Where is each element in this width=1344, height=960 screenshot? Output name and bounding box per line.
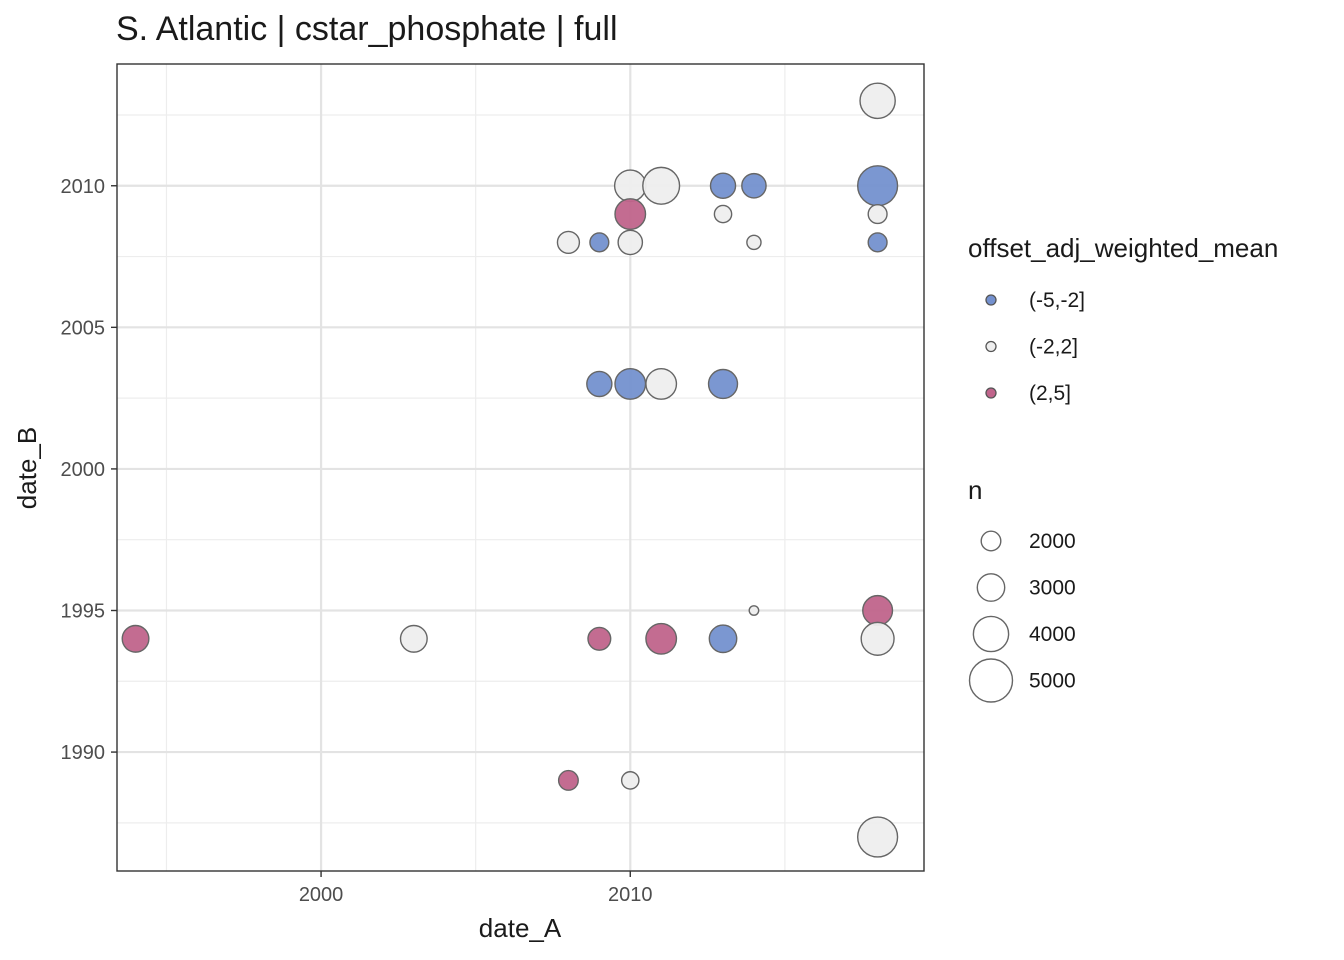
color-legend-key [985, 340, 997, 353]
size-legend-key [980, 530, 1002, 552]
color-legend-title: offset_adj_weighted_mean [968, 233, 1278, 263]
data-point [614, 368, 647, 400]
data-point [557, 769, 579, 791]
size-legend-key [968, 658, 1014, 703]
size-legend: 2000 3000 4000 5000 [968, 530, 1076, 703]
plot-border [116, 63, 925, 872]
plot-background [117, 64, 924, 871]
data-point [741, 172, 767, 199]
color-legend-label: (-5,-2] [1029, 289, 1085, 312]
data-point [860, 621, 895, 656]
data-point [620, 771, 640, 790]
color-legend-label: (2,5] [1029, 382, 1071, 405]
y-tick-label: 2000 [61, 459, 106, 481]
data-point [708, 624, 738, 654]
data-point [121, 624, 150, 653]
y-tick-label: 1990 [61, 742, 106, 764]
data-point [586, 370, 613, 398]
data-point [613, 169, 647, 203]
color-legend: (-5,-2] (-2,2] (2,5] [985, 289, 1085, 405]
data-point [867, 203, 888, 225]
data-point [713, 204, 733, 224]
data-point [856, 165, 899, 207]
x-axis-title: date_A [479, 913, 562, 943]
data-point [862, 594, 894, 627]
data-point [707, 368, 739, 400]
data-point [556, 230, 581, 255]
data-point [587, 626, 612, 651]
x-tick-label: 2000 [299, 884, 344, 906]
legend: offset_adj_weighted_mean (-5,-2] (-2,2] (2… [968, 233, 1278, 703]
data-point [709, 172, 737, 199]
size-legend-label: 4000 [1029, 623, 1076, 646]
size-legend-label: 5000 [1029, 670, 1076, 693]
x-axis: 2000 2010 [299, 871, 653, 906]
data-point [617, 229, 644, 256]
minor-gridlines [117, 64, 924, 871]
data-point [856, 816, 899, 858]
y-tick-label: 1995 [61, 600, 106, 622]
color-legend-key [985, 387, 997, 399]
color-legend-label: (-2,2] [1029, 336, 1078, 359]
y-axis-title: date_B [12, 427, 42, 509]
y-tick-label: 2005 [61, 317, 106, 339]
size-legend-key [976, 573, 1006, 602]
data-point [645, 368, 678, 400]
data-point [748, 605, 760, 616]
size-legend-label: 2000 [1029, 530, 1076, 553]
size-legend-key [972, 615, 1010, 653]
data-point [867, 232, 888, 253]
data-point [642, 166, 681, 205]
y-axis: 1990 1995 2000 2005 2010 [61, 176, 117, 764]
size-legend-title: n [968, 475, 982, 505]
chart-title: S. Atlantic | cstar_phosphate | full [116, 10, 618, 48]
data-point [645, 622, 678, 655]
data-point [399, 624, 428, 653]
color-legend-key [985, 294, 997, 306]
size-legend-label: 3000 [1029, 577, 1076, 600]
data-points [121, 82, 899, 858]
data-point [614, 198, 647, 231]
data-point [589, 232, 610, 253]
data-point [746, 234, 762, 251]
x-tick-label: 2010 [608, 884, 653, 906]
y-tick-label: 2010 [61, 176, 106, 198]
data-point [859, 82, 896, 120]
